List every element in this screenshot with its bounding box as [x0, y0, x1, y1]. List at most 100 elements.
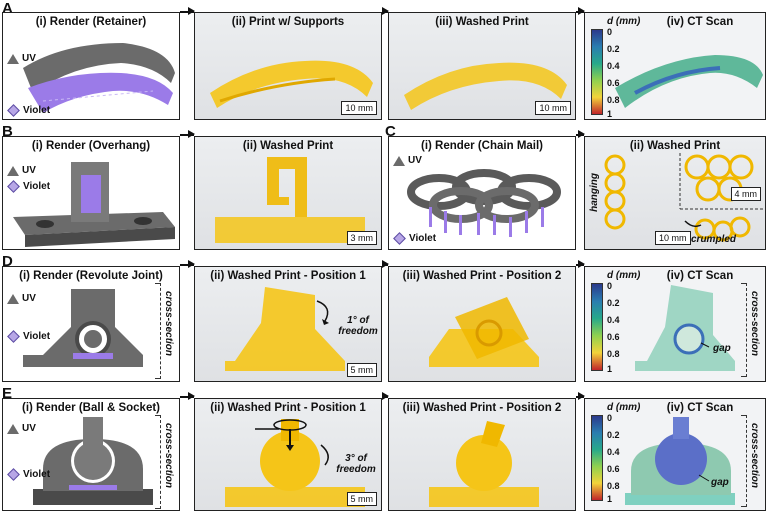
ball-socket-pos2-photo	[429, 421, 539, 507]
panel-b-render: (i) Render (Overhang) UV Violet	[2, 136, 180, 250]
panel-d-washed-pos1: (ii) Washed Print - Position 1 1° of fre…	[194, 266, 382, 382]
panel-title: (iv) CT Scan	[666, 16, 734, 28]
flow-arrow	[180, 393, 195, 399]
chainmail-washed-photo	[604, 153, 765, 242]
flow-arrow	[382, 8, 389, 14]
colorbar-title: d (mm)	[607, 402, 641, 413]
panel-title: (i) Render (Retainer)	[35, 16, 147, 28]
revolute-joint-ct-scan	[635, 285, 735, 371]
panel-e-render: (i) Render (Ball & Socket) UV Violet cro…	[2, 398, 180, 511]
colorbar-tick: 0.2	[607, 430, 620, 440]
legend-uv: UV	[393, 155, 422, 166]
colorbar-tick: 0.4	[607, 61, 620, 71]
colorbar-tick: 0.4	[607, 315, 620, 325]
hanging-label: hanging	[589, 173, 600, 212]
panel-title: (i) Render (Revolute Joint)	[19, 270, 163, 282]
colorbar-tick: 0.8	[607, 349, 620, 359]
violet-diamond-icon	[7, 104, 20, 117]
colorbar	[591, 29, 603, 115]
flow-arrow	[180, 131, 195, 137]
scale-bar: 3 mm	[346, 231, 377, 245]
panel-c-render: (i) Render (Chain Mail) UV Violet	[388, 136, 576, 250]
cross-section-label: cross-section	[163, 423, 174, 489]
colorbar-tick: 0.4	[607, 447, 620, 457]
colorbar-tick: 0.8	[607, 95, 620, 105]
cross-section-bracket	[741, 283, 747, 377]
colorbar-tick: 1	[607, 109, 613, 119]
colorbar	[591, 415, 603, 501]
row-letter-a: A	[2, 0, 13, 17]
scale-bar: 10 mm	[535, 101, 571, 115]
flow-arrow	[180, 261, 195, 267]
colorbar-tick: 0	[607, 413, 613, 423]
uv-triangle-icon	[393, 155, 405, 166]
panel-a-washed: (iii) Washed Print 10 mm	[388, 12, 576, 120]
panel-title: (iv) CT Scan	[666, 270, 734, 282]
panel-title: (ii) Washed Print - Position 1	[210, 402, 366, 414]
colorbar	[591, 283, 603, 371]
panel-d-washed-pos2: (iii) Washed Print - Position 2	[388, 266, 576, 382]
panel-c-washed: (ii) Washed Print hanging 10 mm 4 mm cru…	[584, 136, 766, 250]
uv-triangle-icon	[7, 53, 19, 64]
retainer-ct-scan	[615, 55, 763, 108]
panel-d-render: (i) Render (Revolute Joint) UV Violet cr…	[2, 266, 180, 382]
cross-section-label: cross-section	[749, 423, 760, 489]
colorbar-tick: 0.6	[607, 332, 620, 342]
panel-title: (i) Render (Overhang)	[31, 140, 151, 152]
ball-socket-render-illustration	[33, 417, 153, 505]
panel-title: (i) Render (Chain Mail)	[420, 140, 544, 152]
uv-triangle-icon	[7, 293, 19, 304]
colorbar-tick: 0.6	[607, 78, 620, 88]
cross-section-label: cross-section	[163, 291, 174, 357]
legend-violet: Violet	[7, 104, 50, 117]
panel-title: (iv) CT Scan	[666, 402, 734, 414]
flow-arrow	[576, 131, 585, 137]
flow-arrow	[382, 261, 389, 267]
overhang-render-illustration	[13, 162, 175, 247]
scale-bar: 10 mm	[341, 101, 377, 115]
chainmail-render-illustration	[407, 169, 561, 237]
colorbar-title: d (mm)	[607, 270, 641, 281]
legend-violet: Violet	[7, 180, 50, 193]
gap-label: gap	[713, 343, 731, 354]
panel-title: (iii) Washed Print - Position 2	[402, 270, 562, 282]
row-letter-b: B	[2, 123, 13, 140]
uv-triangle-icon	[7, 423, 19, 434]
panel-d-ct: (iv) CT Scan gap d (mm) 0 0.2 0.4 0.6 0.…	[584, 266, 766, 382]
retainer-render-illustration	[23, 43, 175, 113]
panel-title: (ii) Washed Print	[629, 140, 721, 152]
flow-arrow	[180, 8, 195, 14]
legend-violet: Violet	[7, 468, 50, 481]
retainer-washed-photo	[404, 62, 567, 110]
panel-b-washed: (ii) Washed Print 3 mm	[194, 136, 382, 250]
violet-diamond-icon	[7, 468, 20, 481]
colorbar-tick: 0	[607, 27, 613, 37]
colorbar-tick: 0.2	[607, 298, 620, 308]
gap-label: gap	[711, 477, 729, 488]
retainer-print-photo	[210, 60, 373, 108]
panel-a-ct: (iv) CT Scan d (mm) 0 0.2 0.4 0.6 0.8 1	[584, 12, 766, 120]
legend-violet: Violet	[393, 232, 436, 245]
ball-socket-ct-scan	[625, 417, 735, 505]
violet-diamond-icon	[393, 232, 406, 245]
revolute-joint-render-illustration	[23, 289, 143, 367]
colorbar-tick: 0.2	[607, 44, 620, 54]
ball-socket-pos1-photo	[225, 419, 365, 507]
panel-title: (ii) Print w/ Supports	[231, 16, 345, 28]
colorbar-tick: 0.8	[607, 481, 620, 491]
cross-section-label: cross-section	[749, 291, 760, 357]
panel-e-ct: (iv) CT Scan gap d (mm) 0 0.2 0.4 0.6 0.…	[584, 398, 766, 511]
panel-a-render: (i) Render (Retainer) UV Violet	[2, 12, 180, 120]
scale-bar: 10 mm	[655, 231, 691, 245]
cross-section-bracket	[741, 415, 747, 507]
colorbar-tick: 1	[607, 494, 613, 504]
scale-bar: 5 mm	[346, 492, 377, 506]
panel-title: (iii) Washed Print	[435, 16, 529, 28]
legend-uv: UV	[7, 165, 36, 176]
flow-arrow	[382, 393, 389, 399]
scale-bar: 5 mm	[346, 363, 377, 377]
freedom-label: 3° of freedom	[336, 453, 376, 475]
colorbar-tick: 0	[607, 281, 613, 291]
flow-arrow	[576, 8, 585, 14]
cross-section-bracket	[155, 415, 161, 509]
